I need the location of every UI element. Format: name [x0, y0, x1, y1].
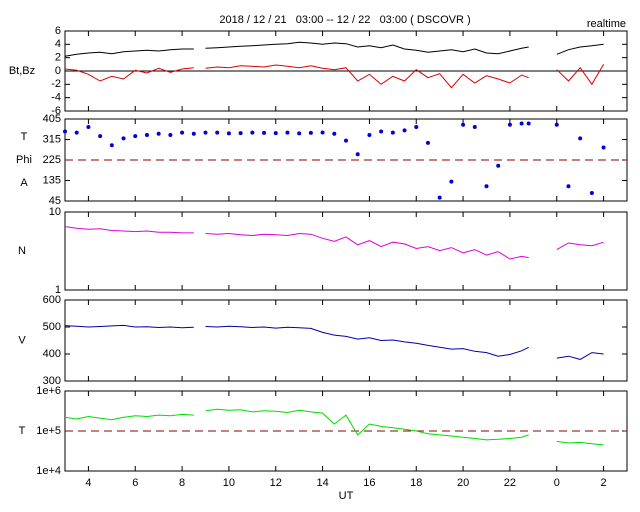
- scatter-point: [121, 136, 126, 141]
- scatter-point: [472, 124, 477, 129]
- y-tick-label: 135: [43, 174, 61, 186]
- scatter-point: [168, 132, 173, 137]
- scatter-point: [526, 121, 531, 126]
- y-axis-label: N: [18, 245, 26, 257]
- scatter-point: [519, 121, 524, 126]
- scatter-point: [180, 130, 185, 135]
- scatter-point: [226, 131, 231, 136]
- scatter-point: [320, 130, 325, 135]
- x-tick-label: 0: [554, 477, 560, 489]
- x-tick-label: 14: [316, 477, 328, 489]
- y-tick-label: 300: [43, 375, 61, 387]
- scatter-point: [390, 130, 395, 135]
- scatter-point: [367, 132, 372, 137]
- y-tick-label: 1e+4: [36, 465, 61, 477]
- scatter-point: [449, 179, 454, 184]
- x-tick-label: 18: [410, 477, 422, 489]
- scatter-point: [297, 131, 302, 136]
- scatter-point: [601, 145, 606, 150]
- scatter-point: [507, 122, 512, 127]
- y-tick-label: 405: [43, 113, 61, 125]
- chart-title: 2018 / 12 / 21 03:00 -- 12 / 22 03:00 ( …: [219, 14, 470, 26]
- y-tick-label: -6: [51, 105, 61, 117]
- scatter-point: [425, 140, 430, 145]
- scatter-point: [191, 131, 196, 136]
- scatter-point: [109, 143, 114, 148]
- y-tick-label: 10: [49, 206, 61, 218]
- scatter-point: [262, 130, 267, 135]
- scatter-point: [578, 136, 583, 141]
- x-tick-label: 16: [363, 477, 375, 489]
- scatter-point: [203, 130, 208, 135]
- panel-frame: [64, 211, 628, 291]
- scatter-point: [308, 130, 313, 135]
- scatter-point: [285, 130, 290, 135]
- y-tick-label: 2: [55, 52, 61, 64]
- scatter-point: [355, 152, 360, 157]
- x-tick-label: 8: [179, 477, 185, 489]
- scatter-point: [402, 128, 407, 133]
- y-tick-label: 600: [43, 294, 61, 306]
- series-line: [64, 408, 604, 446]
- y-tick-label: 500: [43, 321, 61, 333]
- y-tick-label: 0: [55, 65, 61, 77]
- series-line: [64, 64, 605, 89]
- y-axis-label: A: [20, 177, 28, 189]
- scatter-point: [332, 131, 337, 136]
- series-line: [64, 41, 604, 57]
- y-axis-label: V: [18, 334, 26, 346]
- scatter-point: [344, 138, 348, 143]
- scatter-point: [144, 132, 149, 137]
- x-tick-label: 2: [601, 477, 607, 489]
- x-tick-label: 6: [132, 477, 138, 489]
- y-tick-label: 6: [55, 25, 61, 37]
- scatter-point: [566, 184, 571, 189]
- x-tick-label: 4: [85, 477, 91, 489]
- scatter-point: [414, 124, 419, 129]
- panel-frame: [64, 299, 628, 382]
- scatter-point: [98, 134, 103, 139]
- subtitle: realtime: [587, 18, 626, 30]
- scatter-point: [74, 130, 79, 135]
- scatter-point: [273, 131, 278, 136]
- y-axis-label: T: [21, 131, 28, 143]
- y-tick-label: 1: [55, 284, 61, 296]
- scatter-point: [437, 195, 442, 200]
- x-tick-label: 10: [223, 477, 235, 489]
- y-tick-label: 400: [43, 348, 61, 360]
- y-axis-label: Phi: [16, 154, 32, 166]
- y-tick-label: 4: [55, 38, 61, 50]
- scatter-point: [554, 122, 559, 127]
- y-tick-label: 315: [43, 133, 61, 145]
- y-axis-label: Bt,Bz: [9, 65, 35, 77]
- scatter-point: [133, 134, 138, 139]
- scatter-point: [379, 129, 384, 134]
- scatter-point: [238, 131, 243, 136]
- scatter-point: [589, 191, 594, 196]
- scatter-point: [63, 129, 67, 134]
- scatter-point: [86, 124, 91, 129]
- x-tick-label: 22: [504, 477, 516, 489]
- y-tick-label: 1e+6: [36, 385, 61, 397]
- y-tick-label: -4: [51, 92, 61, 104]
- y-tick-label: 45: [49, 195, 61, 207]
- x-axis-label: UT: [339, 490, 354, 502]
- x-tick-label: 20: [457, 477, 469, 489]
- series-line: [64, 226, 604, 260]
- scatter-point: [156, 131, 161, 136]
- y-tick-label: -2: [51, 78, 61, 90]
- scatter-point: [461, 122, 466, 127]
- series-line: [64, 324, 604, 360]
- y-tick-label: 225: [43, 154, 61, 166]
- scatter-point: [215, 130, 220, 135]
- scatter-point: [484, 184, 489, 189]
- scatter-point: [250, 130, 255, 135]
- y-axis-label: T: [19, 425, 26, 437]
- scatter-point: [496, 163, 501, 168]
- y-tick-label: 1e+5: [36, 425, 61, 437]
- x-tick-label: 12: [270, 477, 282, 489]
